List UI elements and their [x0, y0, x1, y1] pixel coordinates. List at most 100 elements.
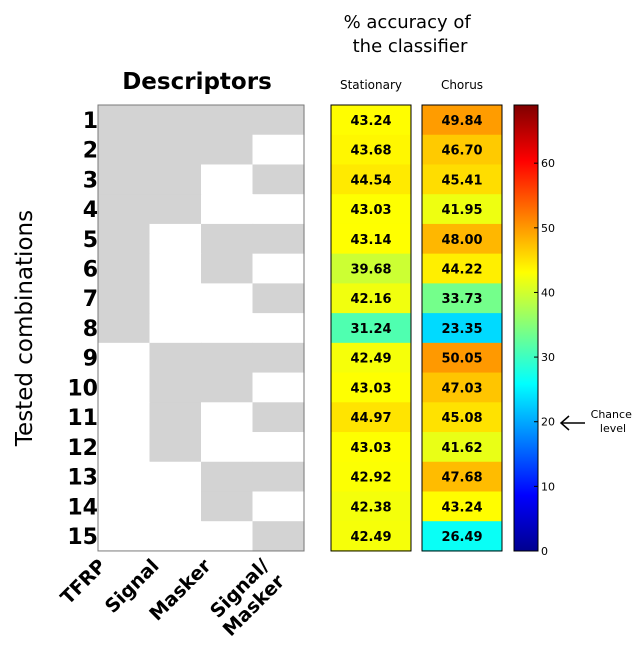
descriptor-cell — [149, 283, 202, 314]
descriptor-column-label: Signal/Masker — [203, 555, 289, 641]
descriptor-cell — [149, 194, 202, 225]
row-label: 7 — [83, 287, 98, 312]
descriptor-cell — [252, 134, 305, 166]
descriptor-cell — [201, 342, 254, 374]
descriptor-cell — [201, 461, 254, 493]
heatmap-value: 47.68 — [441, 471, 482, 486]
descriptor-cell — [98, 402, 151, 433]
descriptor-cell — [201, 521, 254, 552]
descriptor-cell — [252, 461, 305, 493]
row-label: 11 — [67, 406, 98, 431]
row-label: 15 — [67, 525, 98, 550]
descriptor-cell — [98, 432, 151, 463]
heatmap-value: 43.24 — [350, 114, 391, 129]
descriptor-cell — [252, 372, 305, 403]
colorbar-tick-label: 10 — [541, 480, 555, 493]
descriptor-grid — [97, 104, 305, 552]
heatmap-column-border — [421, 104, 503, 552]
accuracy-heatmap: 43.24 49.84 43.68 46.70 44.54 45.41 43.03 41.95… — [330, 104, 503, 552]
descriptor-cell — [98, 194, 151, 225]
heatmap-value: 46.70 — [441, 144, 482, 159]
descriptor-cell — [252, 432, 305, 463]
heatmap-value: 49.84 — [441, 114, 482, 129]
heatmap-column-border — [330, 104, 412, 552]
heatmap-value: 45.08 — [441, 411, 482, 426]
descriptor-cell — [149, 342, 202, 374]
colorbar-tick-label: 30 — [541, 351, 555, 364]
heatmap-cell — [331, 134, 411, 166]
heatmap-cell — [422, 134, 502, 166]
descriptor-cell — [149, 253, 202, 284]
heatmap-cell — [331, 372, 411, 403]
row-label: 6 — [83, 258, 98, 283]
heatmap-cell — [331, 521, 411, 552]
descriptor-cell — [149, 372, 202, 403]
heatmap-cell — [422, 372, 502, 403]
heatmap-value: 43.03 — [350, 441, 391, 456]
descriptor-cell — [201, 134, 254, 166]
heatmap-title: % accuracy of the classifier — [344, 12, 477, 57]
heatmap-cell — [422, 164, 502, 195]
heatmap-value: 43.03 — [350, 203, 391, 218]
heatmap-cell — [422, 194, 502, 225]
row-label: 13 — [67, 466, 98, 491]
heatmap-cell — [331, 313, 411, 344]
descriptor-cell — [252, 164, 305, 195]
descriptor-cell — [98, 283, 151, 314]
heatmap-cell — [422, 223, 502, 255]
descriptor-cell — [252, 105, 305, 136]
heatmap-column-labels: Stationary Chorus — [340, 78, 483, 92]
heatmap-cell — [331, 105, 411, 136]
heatmap-cell — [422, 461, 502, 493]
heatmap-cell — [422, 313, 502, 344]
descriptor-cell — [98, 105, 151, 136]
heatmap-value: 45.41 — [441, 173, 482, 188]
descriptor-cell — [252, 253, 305, 284]
heatmap-value: 43.68 — [350, 144, 391, 159]
descriptor-cell — [98, 342, 151, 374]
heatmap-column-label: Stationary — [340, 78, 402, 92]
heatmap-cell — [422, 491, 502, 522]
descriptor-cell — [149, 402, 202, 433]
row-label: 5 — [83, 228, 98, 253]
descriptor-cell — [201, 491, 254, 522]
row-label: 12 — [67, 436, 98, 461]
descriptor-cell — [149, 105, 202, 136]
heatmap-value: 42.38 — [350, 500, 391, 515]
descriptor-cell — [98, 164, 151, 195]
heatmap-value: 42.49 — [350, 530, 391, 545]
descriptor-cell — [98, 372, 151, 403]
row-label: 10 — [67, 376, 98, 401]
heatmap-value: 50.05 — [441, 352, 482, 367]
descriptor-cell — [98, 223, 151, 255]
heatmap-cell — [331, 432, 411, 463]
descriptor-cell — [201, 372, 254, 403]
descriptor-cell — [98, 521, 151, 552]
heatmap-value: 41.95 — [441, 203, 482, 218]
colorbar: 0 10 20 30 40 50 60 — [513, 104, 555, 558]
heatmap-cell — [422, 432, 502, 463]
descriptor-cell — [252, 342, 305, 374]
heatmap-cell — [331, 194, 411, 225]
heatmap-cell — [422, 402, 502, 433]
descriptor-cell — [201, 432, 254, 463]
arrow-icon — [559, 415, 570, 431]
heatmap-value: 42.49 — [350, 352, 391, 367]
row-label: 4 — [83, 198, 98, 223]
descriptor-cell — [149, 521, 202, 552]
descriptor-cell — [252, 194, 305, 225]
heatmap-value: 31.24 — [350, 322, 391, 337]
descriptor-cell — [201, 253, 254, 284]
colorbar-ticks: 0 10 20 30 40 50 60 — [534, 157, 555, 558]
descriptor-cell — [149, 164, 202, 195]
descriptor-cell — [149, 432, 202, 463]
row-label: 8 — [83, 317, 98, 342]
heatmap-value: 43.24 — [441, 500, 482, 515]
descriptor-cell — [252, 223, 305, 255]
heatmap-cell — [331, 402, 411, 433]
heatmap-value: 44.54 — [350, 173, 391, 188]
heatmap-value: 43.03 — [350, 381, 391, 396]
